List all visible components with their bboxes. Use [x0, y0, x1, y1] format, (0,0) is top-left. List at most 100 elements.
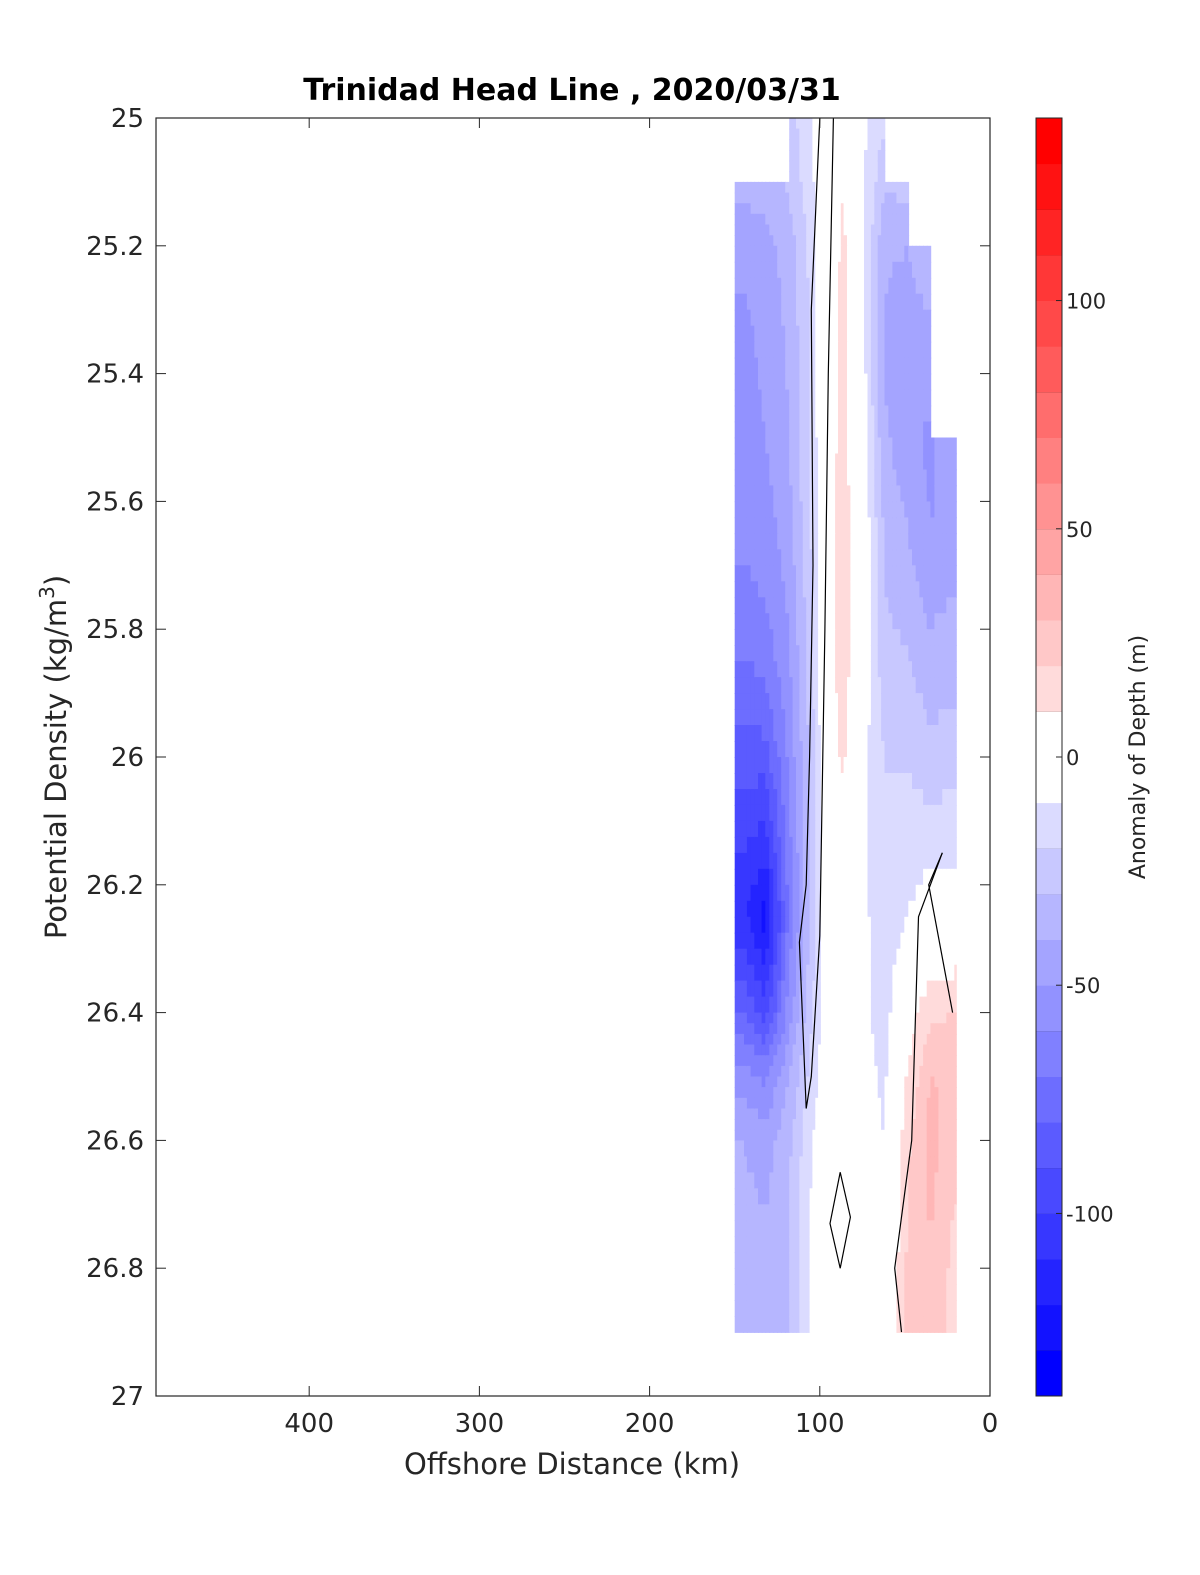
contour-cell: [843, 192, 848, 204]
contour-cell: [777, 341, 782, 359]
contour-cell: [942, 1220, 948, 1238]
contour-cell: [802, 213, 807, 226]
contour-cell: [754, 1220, 759, 1238]
contour-cell: [896, 1188, 902, 1206]
contour-cell: [942, 1055, 948, 1067]
contour-cell: [864, 1236, 869, 1254]
contour-cell: [796, 1044, 801, 1056]
contour-cell: [860, 1129, 865, 1142]
contour-cell: [838, 293, 842, 311]
contour-cell: [847, 677, 852, 694]
contour-cell: [867, 996, 872, 1014]
contour-cell: [838, 980, 842, 998]
contour-cell: [781, 341, 786, 359]
contour-cell: [867, 203, 872, 215]
contour-cell: [809, 1012, 814, 1024]
contour-cell: [743, 1268, 748, 1285]
contour-cell: [799, 757, 804, 774]
contour-cell: [815, 661, 819, 678]
contour-cell: [900, 645, 906, 662]
contour-cell: [799, 1119, 804, 1131]
contour-cell: [912, 1156, 917, 1174]
contour-cell: [754, 597, 759, 615]
contour-cell: [881, 389, 886, 407]
contour-cell: [896, 709, 902, 726]
contour-cell: [761, 1044, 767, 1056]
contour-cell: [908, 916, 913, 934]
contour-cell: [867, 916, 872, 934]
contour-cell: [892, 1033, 898, 1046]
contour-cell: [900, 1268, 906, 1285]
contour-cell: [796, 309, 801, 327]
contour-cell: [950, 1044, 956, 1056]
contour-cell: [930, 629, 936, 646]
contour-cell: [773, 405, 779, 423]
contour-cell: [838, 213, 842, 226]
contour-cell: [829, 1076, 833, 1088]
contour-cell: [850, 501, 855, 519]
contour-cell: [870, 789, 876, 806]
contour-cell: [734, 549, 744, 567]
contour-cell: [896, 789, 902, 806]
contour-cell: [892, 235, 898, 247]
contour-cell: [746, 581, 752, 599]
contour-cell: [900, 235, 906, 247]
contour-cell: [826, 1252, 831, 1269]
contour-cell: [896, 980, 902, 998]
contour-cell: [843, 160, 848, 173]
contour-cell: [923, 277, 928, 295]
contour-cell: [826, 820, 831, 838]
contour-cell: [888, 1268, 894, 1285]
contour-cell: [840, 203, 845, 215]
contour-cell: [888, 1140, 894, 1158]
contour-cell: [877, 549, 882, 567]
contour-cell: [892, 293, 898, 311]
contour-cell: [857, 1108, 862, 1120]
contour-cell: [812, 469, 816, 487]
contour-cell: [815, 741, 819, 758]
contour-cell: [908, 661, 913, 678]
contour-cell: [746, 1119, 752, 1131]
contour-cell: [832, 469, 836, 487]
contour-cell: [812, 1012, 816, 1024]
contour-cell: [881, 245, 886, 263]
contour-cell: [942, 868, 948, 886]
contour-cell: [908, 1044, 913, 1056]
contour-cell: [870, 868, 876, 886]
contour-cell: [799, 1044, 804, 1056]
contour-cell: [758, 1188, 763, 1206]
contour-cell: [870, 171, 876, 183]
contour-cell: [781, 1076, 786, 1088]
contour-cell: [946, 1065, 952, 1078]
contour-cell: [908, 1300, 913, 1317]
contour-cell: [881, 203, 886, 215]
contour-cell: [796, 1172, 801, 1190]
contour-cell: [823, 996, 828, 1014]
contour-cell: [806, 128, 811, 141]
contour-cell: [867, 235, 872, 247]
contour-cell: [908, 245, 913, 263]
contour-cell: [796, 565, 801, 583]
contour-cell: [773, 661, 779, 678]
contour-cell: [789, 293, 794, 311]
contour-cell: [769, 261, 775, 279]
contour-cell: [847, 693, 852, 710]
contour-cell: [850, 118, 855, 130]
contour-cell: [785, 1023, 790, 1035]
contour-cell: [796, 1236, 801, 1254]
contour-cell: [942, 741, 948, 758]
contour-cell: [777, 1300, 782, 1317]
contour-cell: [870, 437, 876, 455]
contour-cell: [888, 1172, 894, 1190]
contour-cell: [881, 533, 886, 551]
contour-cell: [850, 517, 855, 535]
contour-cell: [840, 1300, 845, 1317]
contour-cell: [815, 1087, 819, 1099]
contour-cell: [923, 373, 928, 391]
contour-cell: [919, 693, 924, 710]
contour-cell: [864, 1204, 869, 1222]
contour-cell: [896, 245, 902, 263]
contour-cell: [938, 1033, 944, 1046]
contour-cell: [743, 1108, 748, 1120]
contour-cell: [746, 533, 752, 551]
